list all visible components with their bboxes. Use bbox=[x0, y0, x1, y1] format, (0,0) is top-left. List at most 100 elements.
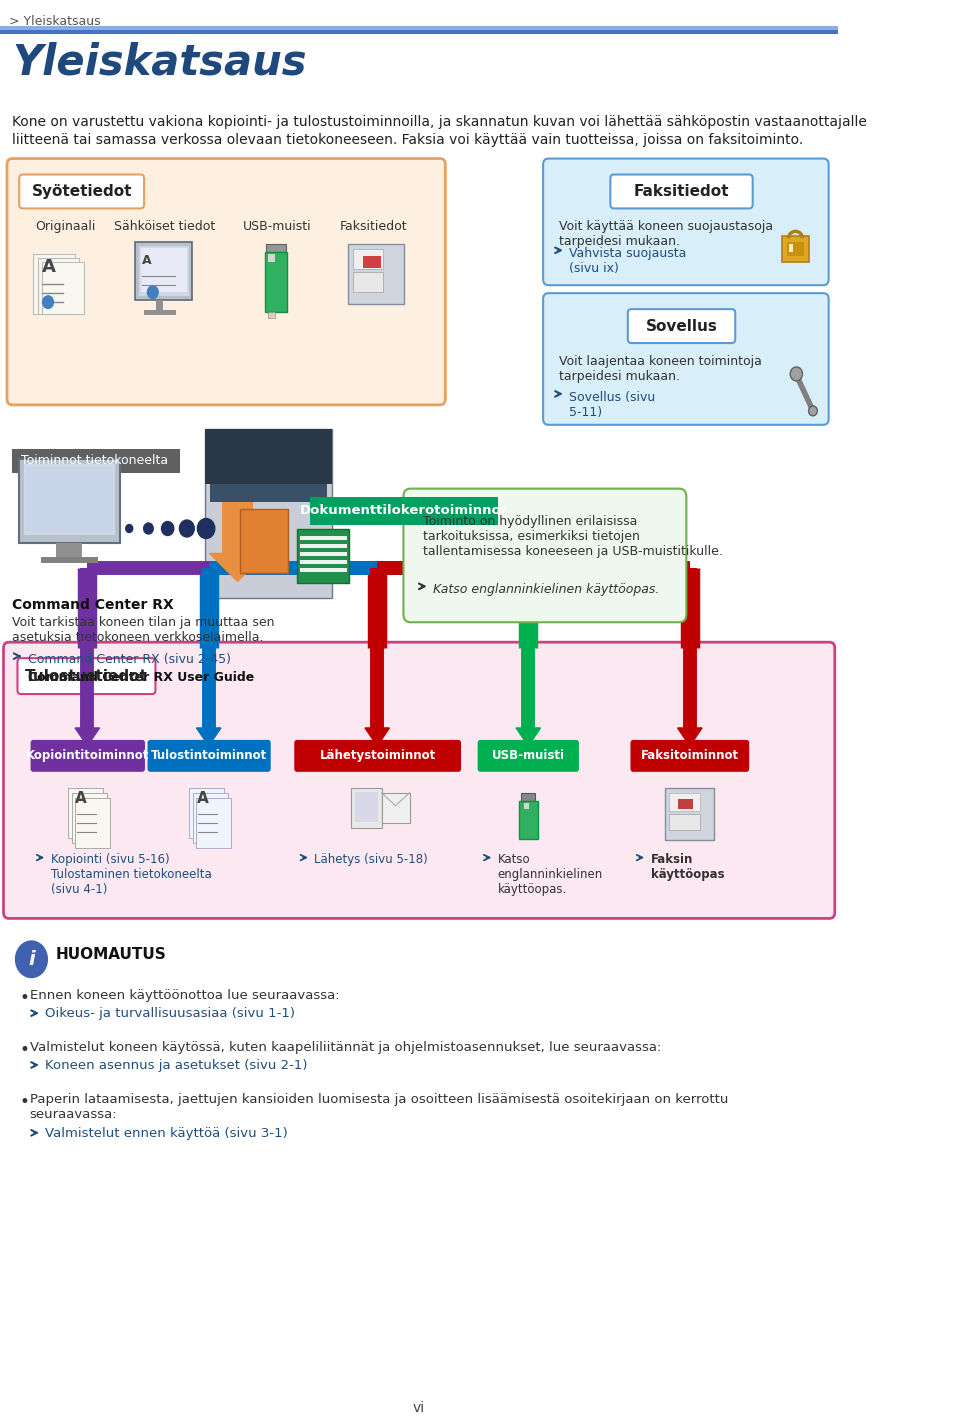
Bar bbox=[222, 475, 253, 485]
Polygon shape bbox=[209, 553, 266, 581]
Bar bbox=[222, 491, 253, 553]
Bar bbox=[140, 248, 187, 292]
Bar bbox=[144, 311, 176, 315]
Bar bbox=[42, 262, 84, 315]
Text: A: A bbox=[75, 791, 86, 805]
Bar bbox=[300, 569, 347, 573]
FancyBboxPatch shape bbox=[17, 658, 156, 693]
Circle shape bbox=[147, 285, 159, 299]
Bar bbox=[363, 257, 381, 268]
Circle shape bbox=[198, 519, 215, 539]
Circle shape bbox=[180, 520, 194, 537]
Polygon shape bbox=[75, 727, 100, 746]
Bar bbox=[189, 788, 225, 838]
Text: Voit tarkistaa koneen tilan ja muuttaa sen
asetuksia tietokoneen verkkoselaimell: Voit tarkistaa koneen tilan ja muuttaa s… bbox=[12, 617, 275, 644]
Text: Koneen asennus ja asetukset (sivu 2-1): Koneen asennus ja asetukset (sivu 2-1) bbox=[45, 1059, 308, 1072]
Polygon shape bbox=[678, 727, 702, 746]
Bar bbox=[12, 448, 180, 472]
Text: vi: vi bbox=[413, 1401, 425, 1415]
Text: liitteenä tai samassa verkossa olevaan tietokoneeseen. Faksia voi käyttää vain t: liitteenä tai samassa verkossa olevaan t… bbox=[12, 133, 804, 146]
Text: Dokumenttilokerotoiminnot: Dokumenttilokerotoiminnot bbox=[300, 503, 508, 518]
Text: Command Center RX: Command Center RX bbox=[12, 598, 174, 613]
Bar bbox=[354, 791, 378, 821]
Bar bbox=[205, 428, 332, 598]
Text: Toiminto on hyödyllinen erilaisissa
tarkoituksissa, esimerkiksi tietojen
tallent: Toiminto on hyödyllinen erilaisissa tark… bbox=[422, 515, 723, 557]
Text: A: A bbox=[197, 791, 208, 805]
Bar bbox=[268, 254, 276, 262]
FancyBboxPatch shape bbox=[7, 159, 445, 406]
Bar bbox=[37, 258, 80, 315]
Bar bbox=[68, 788, 103, 838]
Circle shape bbox=[126, 525, 132, 533]
Text: •: • bbox=[19, 990, 29, 1007]
Text: > Yleiskatsaus: > Yleiskatsaus bbox=[9, 16, 101, 28]
Text: •: • bbox=[19, 1093, 29, 1110]
Bar bbox=[518, 801, 538, 838]
Text: Command Center RX User Guide: Command Center RX User Guide bbox=[28, 671, 254, 683]
Bar bbox=[34, 254, 75, 315]
Text: Faksitiedot: Faksitiedot bbox=[634, 184, 730, 199]
Text: Katso englanninkielinen käyttöopas.: Katso englanninkielinen käyttöopas. bbox=[433, 583, 660, 597]
Bar bbox=[789, 244, 793, 252]
Bar bbox=[24, 464, 115, 536]
Bar bbox=[0, 26, 838, 30]
Text: Originaali: Originaali bbox=[36, 220, 96, 234]
FancyBboxPatch shape bbox=[543, 294, 828, 425]
Bar bbox=[787, 242, 804, 257]
Bar bbox=[41, 557, 98, 563]
Bar bbox=[56, 543, 83, 557]
Bar bbox=[240, 509, 288, 573]
Text: •: • bbox=[19, 1041, 29, 1059]
Bar bbox=[348, 244, 404, 303]
FancyBboxPatch shape bbox=[403, 489, 686, 623]
Bar bbox=[19, 458, 120, 543]
Circle shape bbox=[808, 406, 817, 415]
Text: Kone on varustettu vakiona kopiointi- ja tulostustoiminnoilla, ja skannatun kuva: Kone on varustettu vakiona kopiointi- ja… bbox=[12, 115, 867, 129]
FancyBboxPatch shape bbox=[295, 740, 461, 771]
Circle shape bbox=[14, 940, 48, 978]
Text: Yleiskatsaus: Yleiskatsaus bbox=[12, 43, 307, 84]
Text: Faksitiedot: Faksitiedot bbox=[340, 220, 408, 234]
Bar bbox=[266, 244, 285, 252]
FancyBboxPatch shape bbox=[478, 740, 579, 771]
FancyBboxPatch shape bbox=[19, 174, 144, 208]
Circle shape bbox=[790, 367, 803, 381]
Text: Vahvista suojausta
(sivu ix): Vahvista suojausta (sivu ix) bbox=[569, 247, 686, 275]
Text: USB-muisti: USB-muisti bbox=[244, 220, 312, 234]
FancyBboxPatch shape bbox=[4, 642, 835, 919]
Text: Lähetystoiminnot: Lähetystoiminnot bbox=[320, 749, 436, 763]
Bar bbox=[352, 250, 383, 269]
Text: Command Center RX (sivu 2-45): Command Center RX (sivu 2-45) bbox=[28, 654, 231, 666]
Text: Faksin
käyttöopas: Faksin käyttöopas bbox=[651, 852, 724, 881]
Bar bbox=[300, 560, 347, 564]
Polygon shape bbox=[197, 727, 221, 746]
Bar bbox=[372, 569, 383, 648]
Text: USB-muisti: USB-muisti bbox=[492, 749, 564, 763]
Text: Kopiointitoiminnot: Kopiointitoiminnot bbox=[26, 749, 150, 763]
Bar bbox=[209, 484, 327, 502]
Bar bbox=[381, 793, 410, 822]
FancyBboxPatch shape bbox=[628, 309, 735, 343]
Bar bbox=[203, 569, 215, 648]
Bar bbox=[197, 798, 231, 848]
Text: Toiminnot tietokoneelta: Toiminnot tietokoneelta bbox=[21, 454, 168, 467]
Bar bbox=[215, 447, 260, 457]
FancyBboxPatch shape bbox=[31, 740, 145, 771]
Bar bbox=[268, 312, 276, 318]
Bar bbox=[297, 529, 349, 583]
Bar bbox=[156, 301, 163, 311]
Text: Paperin lataamisesta, jaettujen kansioiden luomisesta ja osoitteen lisäämisestä : Paperin lataamisesta, jaettujen kansioid… bbox=[30, 1093, 728, 1120]
Bar bbox=[193, 793, 228, 842]
Bar bbox=[218, 461, 256, 471]
Bar bbox=[351, 788, 381, 828]
Text: Tulostustiedot: Tulostustiedot bbox=[25, 669, 148, 683]
Bar bbox=[352, 272, 383, 292]
Bar bbox=[139, 247, 188, 296]
Bar bbox=[26, 467, 112, 532]
Text: Valmistelut ennen käyttöä (sivu 3-1): Valmistelut ennen käyttöä (sivu 3-1) bbox=[45, 1127, 288, 1140]
Circle shape bbox=[42, 295, 54, 309]
Text: Syötetiedot: Syötetiedot bbox=[32, 184, 132, 199]
FancyBboxPatch shape bbox=[148, 740, 271, 771]
Bar bbox=[205, 428, 332, 484]
Text: Voit käyttää koneen suojaustasoja
tarpeidesi mukaan.: Voit käyttää koneen suojaustasoja tarpei… bbox=[559, 220, 773, 248]
